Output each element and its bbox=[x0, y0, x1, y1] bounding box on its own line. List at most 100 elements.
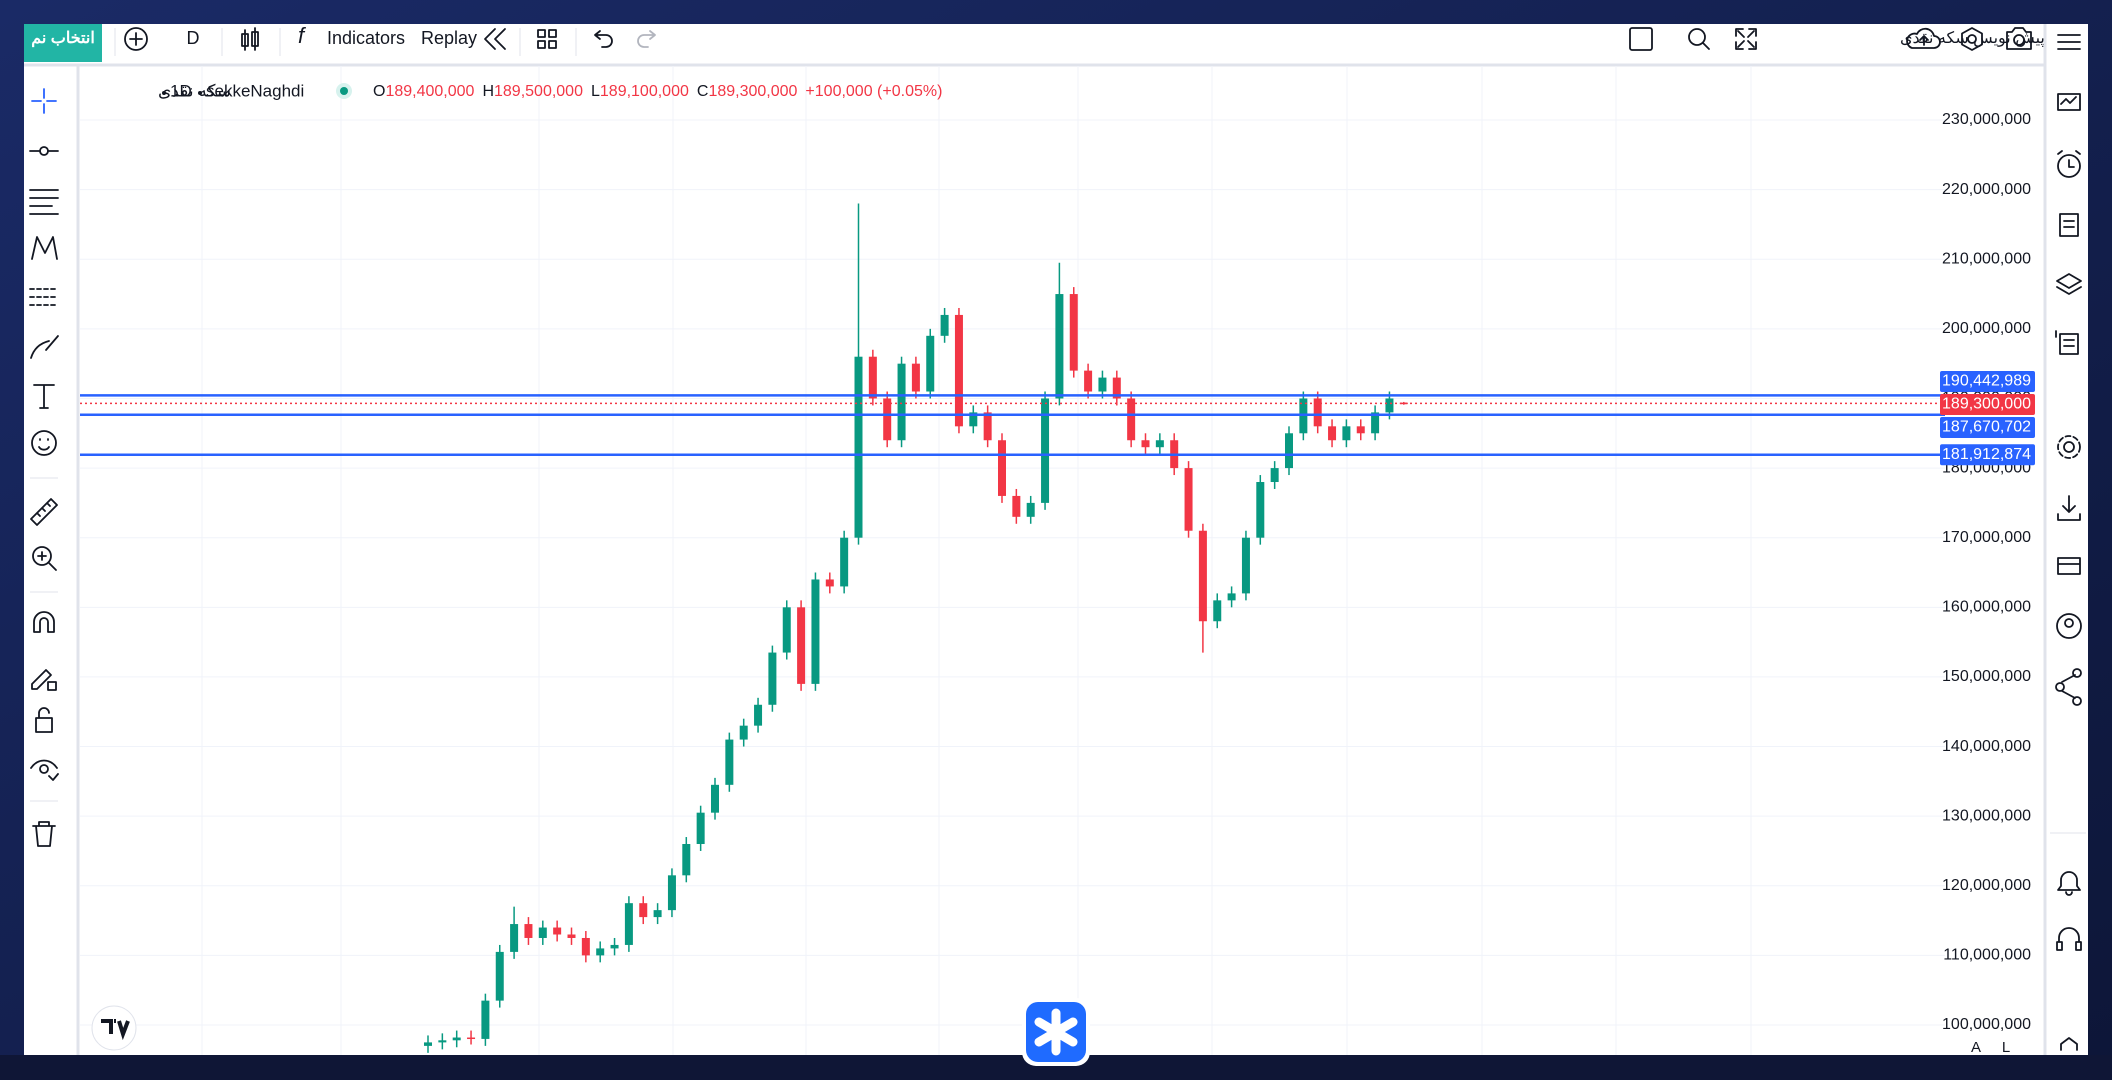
visibility-icon[interactable] bbox=[30, 759, 59, 781]
home-icon[interactable] bbox=[2060, 1037, 2078, 1051]
add-icon[interactable] bbox=[124, 27, 148, 51]
fib-icon[interactable] bbox=[29, 189, 59, 215]
search-icon-handle[interactable] bbox=[1702, 42, 1710, 50]
c-label: C bbox=[697, 83, 709, 100]
support-icon[interactable] bbox=[2056, 927, 2082, 951]
candle-body bbox=[782, 607, 791, 653]
chart-type-icon[interactable] bbox=[241, 27, 259, 51]
candle-body bbox=[825, 579, 834, 587]
menu-icon[interactable] bbox=[2057, 34, 2081, 50]
candle-body bbox=[510, 924, 519, 952]
emoji-icon-face[interactable] bbox=[38, 438, 50, 451]
card-icon[interactable] bbox=[2057, 557, 2081, 575]
trend-line-icon-dot[interactable] bbox=[39, 146, 49, 156]
candle-body bbox=[711, 784, 719, 813]
level-label: 190,442,989 bbox=[1942, 373, 2031, 390]
symbol-button[interactable] bbox=[24, 24, 102, 62]
candle-body bbox=[1112, 377, 1121, 399]
pattern-icon[interactable] bbox=[31, 236, 58, 260]
emoji-icon[interactable] bbox=[31, 430, 57, 456]
share-icon[interactable] bbox=[2061, 674, 2076, 699]
alert-icon-hands[interactable] bbox=[2057, 150, 2081, 168]
y-tick-label: 160,000,000 bbox=[1942, 599, 2031, 616]
alert-icon[interactable] bbox=[2057, 154, 2081, 178]
trash-icon[interactable] bbox=[32, 821, 56, 847]
level-label: 181,912,874 bbox=[1942, 446, 2031, 463]
undo-icon[interactable] bbox=[594, 30, 613, 48]
brush-icon[interactable] bbox=[30, 335, 59, 359]
download-icon[interactable] bbox=[2057, 495, 2081, 521]
replay-icon[interactable] bbox=[484, 28, 506, 50]
candle-body bbox=[1285, 433, 1293, 469]
square-icon[interactable] bbox=[1629, 27, 1653, 51]
settings-icon[interactable] bbox=[1961, 27, 1983, 51]
news-icon[interactable] bbox=[2059, 213, 2079, 237]
o-label: O bbox=[373, 83, 385, 100]
candle-body bbox=[438, 1040, 447, 1043]
ohlc-legend: O189,400,000 H189,500,000 L189,100,000 C189… bbox=[373, 83, 942, 100]
indicators-button[interactable]: Indicators bbox=[327, 28, 405, 48]
y-tick-label: 200,000,000 bbox=[1942, 320, 2031, 337]
draft-title[interactable]: پیش نویس سکه نقدی bbox=[1900, 30, 2045, 47]
notes-icon[interactable] bbox=[2055, 330, 2079, 355]
fullscreen-icon[interactable] bbox=[1735, 28, 1757, 50]
camera-icon-lens[interactable] bbox=[2013, 34, 2025, 46]
profile-icon-head[interactable] bbox=[2064, 618, 2074, 628]
candle-body bbox=[610, 944, 619, 949]
notification-icon[interactable] bbox=[2057, 871, 2081, 896]
candle-body bbox=[1328, 426, 1337, 441]
app-badge-star[interactable] bbox=[1034, 1008, 1078, 1056]
gear-icon[interactable] bbox=[2063, 441, 2075, 453]
logo[interactable] bbox=[101, 1019, 130, 1041]
y-tick-label: 220,000,000 bbox=[1942, 181, 2031, 198]
text-icon[interactable] bbox=[33, 384, 55, 409]
symbol-button-label[interactable]: انتخاب نم bbox=[31, 30, 95, 48]
zoom-icon[interactable] bbox=[32, 546, 52, 566]
candle-body bbox=[1213, 600, 1222, 622]
crosshair-icon[interactable] bbox=[31, 88, 57, 114]
search-icon[interactable] bbox=[1688, 28, 1706, 46]
layout-icon[interactable] bbox=[537, 29, 557, 49]
layers-icon[interactable] bbox=[2056, 273, 2082, 295]
candle-body bbox=[1127, 398, 1136, 441]
y-tick-label: 210,000,000 bbox=[1942, 250, 2031, 267]
l-label: L bbox=[591, 83, 600, 100]
zoom-icon-handle[interactable] bbox=[37, 551, 57, 571]
cloud-icon[interactable] bbox=[1906, 27, 1941, 49]
profile-icon[interactable] bbox=[2056, 613, 2082, 639]
ruler-icon[interactable] bbox=[30, 498, 58, 526]
h-value: 189,500,000 bbox=[494, 83, 583, 100]
logo-badge[interactable] bbox=[91, 1005, 137, 1051]
fx-icon[interactable]: f bbox=[298, 23, 307, 48]
replay-button[interactable]: Replay bbox=[421, 28, 477, 48]
y-tick-label: 140,000,000 bbox=[1942, 738, 2031, 755]
gear-icon-rim[interactable] bbox=[2057, 435, 2081, 459]
watchlist-icon[interactable] bbox=[2057, 93, 2081, 111]
candle-body bbox=[1385, 398, 1394, 413]
candle-body bbox=[1198, 530, 1207, 622]
share-icon-node[interactable] bbox=[2072, 696, 2082, 706]
settings-icon-dot[interactable] bbox=[1967, 34, 1977, 44]
visibility-icon-eye[interactable] bbox=[39, 764, 49, 774]
camera-icon[interactable] bbox=[2006, 27, 2032, 50]
candle-body bbox=[1270, 468, 1279, 483]
candle-body bbox=[1241, 537, 1250, 594]
h-label: H bbox=[482, 83, 494, 100]
auto-scale-button[interactable]: A bbox=[1971, 1039, 1981, 1056]
o-value: 189,400,000 bbox=[385, 83, 474, 100]
log-scale-button[interactable]: L bbox=[2002, 1039, 2010, 1056]
lock-drawing-icon[interactable] bbox=[31, 669, 57, 691]
lock-icon[interactable] bbox=[35, 707, 53, 733]
share-icon-node[interactable] bbox=[2055, 682, 2065, 692]
candle-body bbox=[1227, 593, 1236, 601]
forecast-icon[interactable] bbox=[29, 288, 59, 306]
candle-body bbox=[1084, 370, 1093, 392]
y-tick-label: 150,000,000 bbox=[1942, 668, 2031, 685]
add-icon-plus[interactable] bbox=[129, 32, 143, 46]
y-tick-label: 100,000,000 bbox=[1942, 1016, 2031, 1033]
symbol-name: سکه نقدی bbox=[158, 81, 231, 100]
magnet-icon[interactable] bbox=[33, 611, 55, 633]
interval-button[interactable]: D bbox=[187, 28, 200, 48]
share-icon-node[interactable] bbox=[2072, 668, 2082, 678]
